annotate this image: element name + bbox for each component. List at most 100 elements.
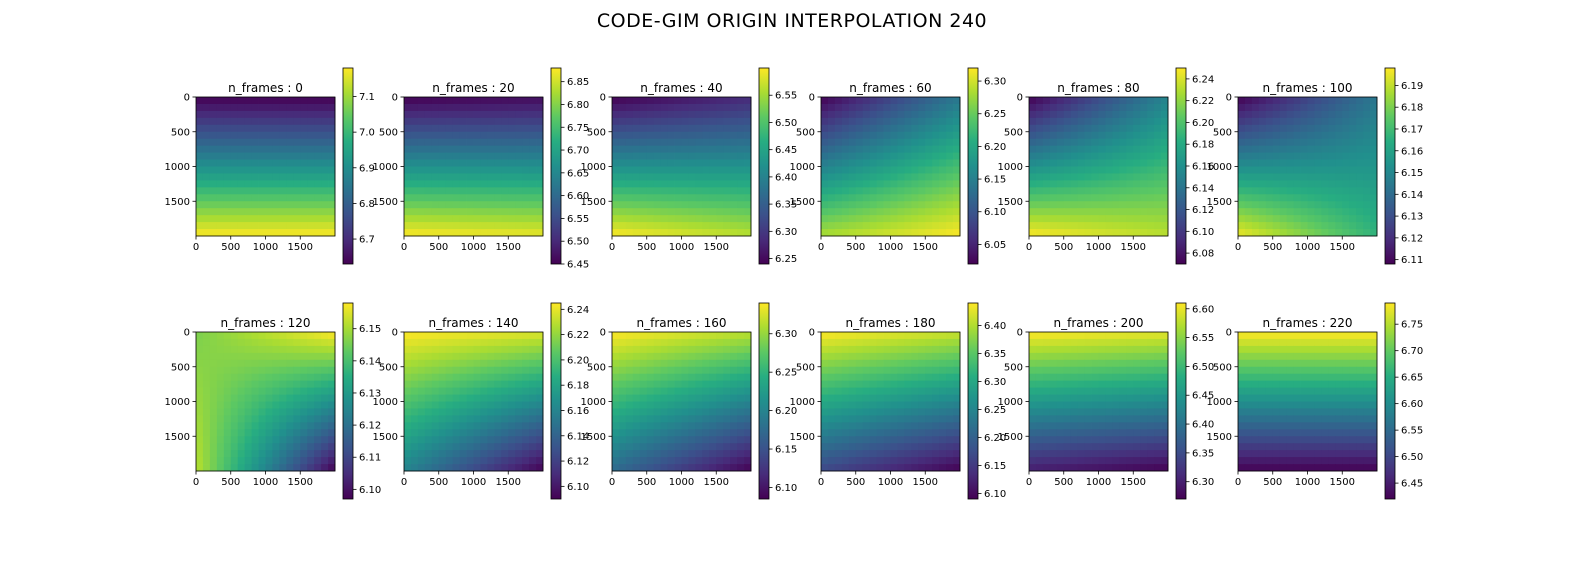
colorbar-tick-label: 6.50 (1192, 362, 1214, 373)
panel-title: n_frames : 180 (845, 316, 935, 330)
x-tick-label: 0 (401, 242, 407, 253)
colorbar-tick-label: 6.15 (984, 175, 1006, 186)
colorbar-tick-label: 6.35 (984, 349, 1006, 360)
y-tick-label: 0 (600, 93, 606, 104)
colorbar-gradient (967, 67, 979, 265)
y-tick-label: 1500 (373, 432, 398, 443)
x-tick-label: 1000 (253, 242, 278, 253)
panel-title: n_frames : 100 (1262, 81, 1352, 95)
heatmap-image (196, 97, 336, 237)
panel-title: n_frames : 20 (432, 81, 514, 95)
panel-0: n_frames : 00 500 1000 15000500100015006.76… (165, 67, 375, 265)
panel-160: n_frames : 160 0 500 1000 1500 0 500 1000 1500 6.… (581, 302, 797, 500)
x-tick-label: 1000 (878, 242, 903, 253)
colorbar-tick-label: 6.45 (1401, 479, 1423, 490)
colorbar-tick-label: 6.24 (567, 305, 589, 316)
y-tick-label: 1500 (165, 432, 190, 443)
colorbar: 6.45 6.50 6.55 6.60 6.65 6.70 6.75 (1384, 302, 1423, 500)
panel-title: n_frames : 60 (849, 81, 931, 95)
colorbar-gradient (342, 67, 354, 265)
colorbar-tick-label: 6.15 (775, 445, 797, 456)
panel-80: n_frames : 80 0 500 1000 1500 0 500 1000 1500 6.0… (998, 67, 1214, 265)
y-tick-label: 1000 (581, 162, 606, 173)
colorbar-gradient (550, 67, 562, 265)
y-tick-label: 1500 (373, 197, 398, 208)
panel-title: n_frames : 220 (1262, 316, 1352, 330)
heatmap-image (821, 332, 961, 472)
colorbar-tick-label: 6.70 (1401, 346, 1423, 357)
y-tick-label: 1500 (581, 432, 606, 443)
colorbar-gradient (758, 67, 770, 265)
colorbar-tick-label: 6.25 (775, 368, 797, 379)
colorbar-tick-label: 6.75 (1401, 320, 1423, 331)
y-tick-label: 500 (1004, 127, 1023, 138)
x-tick-label: 500 (846, 477, 865, 488)
y-tick-label: 500 (171, 362, 190, 373)
colorbar-tick-label: 6.14 (567, 431, 589, 442)
y-tick-label: 1500 (790, 432, 815, 443)
colorbar: 6.11 6.12 6.13 6.14 6.15 6.16 6.17 6.18 6.19 (1384, 67, 1423, 266)
colorbar-tick-label: 6.13 (359, 388, 381, 399)
y-tick-label: 0 (1017, 328, 1023, 339)
panel-title: n_frames : 140 (428, 316, 518, 330)
panel-220: n_frames : 220 0 500 1000 1500 0 500 1000 1500 6.… (1207, 302, 1423, 500)
colorbar-tick-label: 6.10 (1192, 227, 1214, 238)
colorbar-tick-label: 6.18 (1401, 103, 1423, 114)
y-tick-label: 0 (1226, 93, 1232, 104)
x-tick-label: 1000 (669, 477, 694, 488)
colorbar-tick-label: 6.16 (567, 406, 589, 417)
colorbar-tick-label: 6.14 (359, 356, 381, 367)
y-tick-label: 1000 (790, 162, 815, 173)
y-tick-label: 500 (796, 127, 815, 138)
x-tick-label: 500 (429, 477, 448, 488)
x-tick-label: 0 (1026, 242, 1032, 253)
heatmap-image (196, 332, 336, 472)
colorbar-tick-label: 6.20 (984, 433, 1006, 444)
y-tick-label: 0 (184, 93, 190, 104)
colorbar-tick-label: 6.70 (567, 146, 589, 157)
panel-title: n_frames : 120 (220, 316, 310, 330)
y-tick-label: 1500 (998, 432, 1023, 443)
y-tick-label: 1000 (373, 162, 398, 173)
x-tick-label: 500 (429, 242, 448, 253)
colorbar-tick-label: 6.50 (567, 237, 589, 248)
colorbar-tick-label: 6.10 (984, 207, 1006, 218)
colorbar-tick-label: 6.50 (775, 118, 797, 129)
colorbar-tick-label: 6.22 (567, 330, 589, 341)
x-tick-label: 0 (818, 477, 824, 488)
colorbar-tick-label: 6.18 (1192, 140, 1214, 151)
x-tick-label: 0 (609, 477, 615, 488)
colorbar-tick-label: 6.15 (359, 324, 381, 335)
colorbar-tick-label: 6.35 (1192, 448, 1214, 459)
y-tick-label: 1500 (1207, 197, 1232, 208)
x-tick-label: 1000 (1086, 477, 1111, 488)
colorbar-tick-label: 6.45 (1192, 391, 1214, 402)
y-tick-label: 0 (392, 328, 398, 339)
x-tick-label: 500 (1054, 242, 1073, 253)
colorbar: 6.10 6.11 6.12 6.13 6.14 6.15 (342, 302, 381, 500)
x-tick-label: 500 (221, 477, 240, 488)
colorbar: 6.08 6.10 6.12 6.14 6.16 6.18 6.20 6.22 6.24 (1175, 67, 1214, 265)
colorbar-tick-label: 6.10 (567, 482, 589, 493)
colorbar-tick-label: 6.19 (1401, 81, 1423, 92)
x-tick-label: 0 (193, 477, 199, 488)
colorbar-tick-label: 6.25 (984, 109, 1006, 120)
colorbar: 6.30 6.35 6.40 6.45 6.50 6.55 6.60 (1175, 302, 1214, 500)
panel-180: n_frames : 180 0 500 1000 1500 0 500 1000 1500 6.… (790, 302, 1006, 500)
colorbar-tick-label: 6.08 (1192, 249, 1214, 260)
y-tick-label: 0 (809, 328, 815, 339)
heatmap-image (1238, 332, 1378, 472)
x-tick-label: 500 (1054, 477, 1073, 488)
panel-title: n_frames : 0 (228, 81, 303, 95)
y-tick-label: 1500 (998, 197, 1023, 208)
x-tick-label: 1000 (1086, 242, 1111, 253)
x-tick-label: 1000 (878, 477, 903, 488)
y-tick-label: 500 (379, 362, 398, 373)
x-tick-label: 1500 (913, 477, 938, 488)
y-tick-label: 1500 (1207, 432, 1232, 443)
colorbar-tick-label: 6.17 (1401, 124, 1423, 135)
colorbar-tick-label: 6.30 (775, 329, 797, 340)
y-tick-label: 500 (587, 127, 606, 138)
colorbar: 6.10 6.12 6.14 6.16 6.18 6.20 6.22 6.24 (550, 302, 589, 500)
colorbar-tick-label: 6.12 (1192, 205, 1214, 216)
